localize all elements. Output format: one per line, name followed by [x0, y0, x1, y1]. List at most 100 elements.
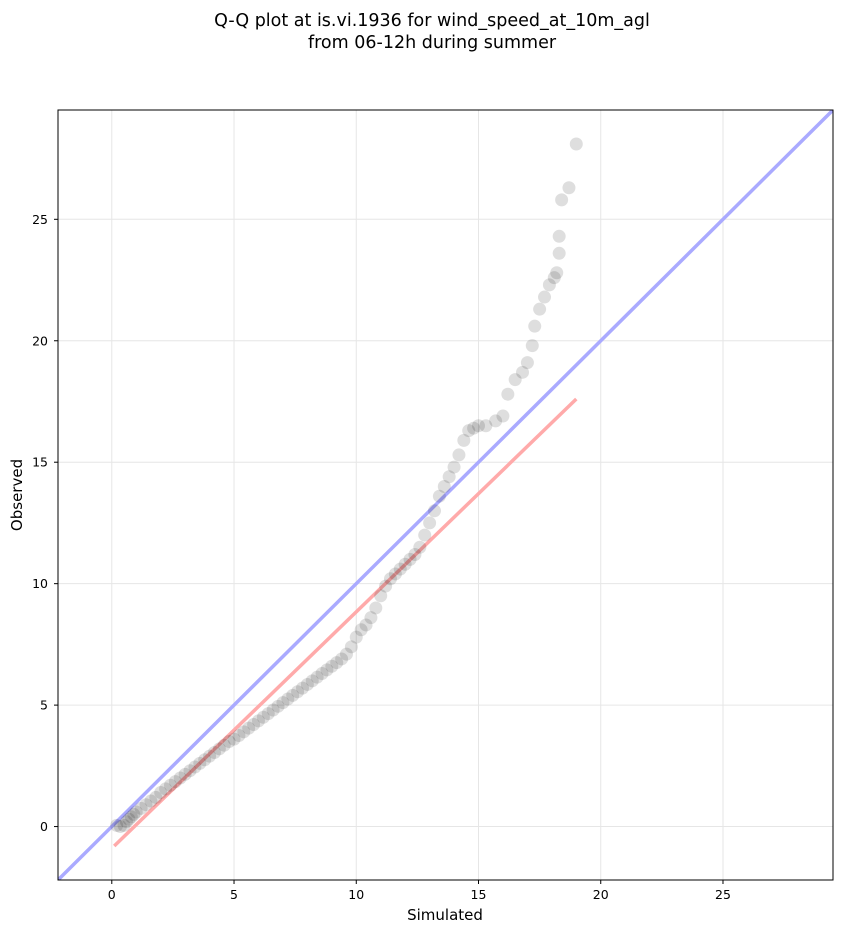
y-tick-label: 5	[40, 698, 48, 713]
qq-point	[562, 181, 576, 195]
chart-title-line-1: Q-Q plot at is.vi.1936 for wind_speed_at…	[214, 11, 650, 31]
qq-point	[124, 810, 138, 824]
qq-point	[325, 659, 339, 673]
qq-point	[122, 812, 136, 826]
qq-point	[538, 290, 552, 304]
qq-point	[144, 794, 158, 808]
qq-point	[212, 742, 226, 756]
qq-point	[462, 424, 476, 438]
qq-point	[525, 339, 539, 353]
qq-point	[383, 572, 397, 586]
y-axis-label: Observed	[8, 459, 26, 531]
qq-point	[335, 652, 349, 666]
y-tick-label: 10	[32, 576, 48, 591]
qq-point	[496, 409, 510, 423]
qq-point	[203, 749, 217, 763]
qq-point	[418, 528, 432, 542]
plot-area	[58, 110, 833, 880]
qq-point	[388, 567, 402, 581]
qq-point	[222, 735, 236, 749]
qq-point	[286, 688, 300, 702]
qq-point	[364, 611, 378, 625]
qq-point	[281, 692, 295, 706]
axis-ticks: 0 5 10 15 20 25 0 5 10 15 20 25	[32, 212, 731, 902]
qq-point	[432, 489, 446, 503]
qq-point	[552, 229, 566, 243]
qq-point	[168, 775, 182, 789]
qq-point	[271, 699, 285, 713]
qq-point	[188, 760, 202, 774]
qq-point	[237, 725, 251, 739]
qq-point	[173, 771, 187, 785]
qq-point	[310, 670, 324, 684]
x-tick-label: 5	[230, 887, 238, 902]
qq-point	[217, 738, 231, 752]
qq-point	[423, 516, 437, 530]
qq-point	[129, 805, 143, 819]
qq-point	[266, 703, 280, 717]
qq-point	[398, 557, 412, 571]
qq-point	[198, 753, 212, 767]
qq-point	[305, 674, 319, 688]
qq-point	[533, 302, 547, 316]
x-axis-label: Simulated	[407, 906, 483, 924]
qq-point	[183, 764, 197, 778]
qq-point	[542, 278, 556, 292]
qq-point	[315, 667, 329, 681]
qq-point	[467, 421, 481, 435]
qq-point	[413, 540, 427, 554]
qq-point	[452, 448, 466, 462]
qq-point	[119, 815, 133, 829]
x-tick-label: 10	[348, 887, 364, 902]
qq-point	[408, 548, 422, 562]
qq-point	[442, 470, 456, 484]
qq-point	[193, 756, 207, 770]
qq-point	[178, 767, 192, 781]
qq-point	[379, 579, 393, 593]
qq-point	[300, 677, 314, 691]
qq-point	[113, 820, 127, 834]
qq-point	[569, 137, 583, 151]
y-tick-label: 0	[40, 819, 48, 834]
chart-title-line-2: from 06-12h during summer	[308, 33, 557, 53]
qq-point	[207, 745, 221, 759]
qq-point	[403, 552, 417, 566]
qq-point	[354, 623, 368, 637]
qq-point	[479, 419, 493, 433]
qq-point	[528, 319, 542, 333]
qq-point	[472, 419, 486, 433]
identity-line	[58, 110, 833, 880]
qq-point	[232, 728, 246, 742]
qq-point	[447, 460, 461, 474]
qq-point	[501, 387, 515, 401]
qq-point	[117, 818, 131, 832]
qq-point	[369, 601, 383, 615]
qq-point	[508, 373, 522, 387]
qq-point	[247, 718, 261, 732]
qq-point	[393, 562, 407, 576]
qq-point	[516, 365, 530, 379]
grid-lines	[58, 110, 833, 880]
x-tick-label: 15	[471, 887, 487, 902]
qq-point	[127, 807, 141, 821]
qq-point	[320, 663, 334, 677]
qq-point	[139, 798, 153, 812]
qq-point	[359, 618, 373, 632]
qq-point	[154, 786, 168, 800]
qq-point	[489, 414, 503, 428]
qq-point	[427, 504, 441, 518]
y-tick-label: 15	[32, 455, 48, 470]
qq-point	[256, 710, 270, 724]
qq-point	[550, 266, 564, 280]
y-tick-label: 20	[32, 333, 48, 348]
qq-point	[295, 681, 309, 695]
qq-point	[457, 433, 471, 447]
y-tick-label: 25	[32, 212, 48, 227]
qq-point	[555, 193, 569, 207]
qq-point	[227, 732, 241, 746]
qq-point	[552, 246, 566, 260]
qq-point	[251, 714, 265, 728]
qq-point	[159, 782, 173, 796]
qq-point	[110, 818, 124, 832]
qq-point	[330, 656, 344, 670]
